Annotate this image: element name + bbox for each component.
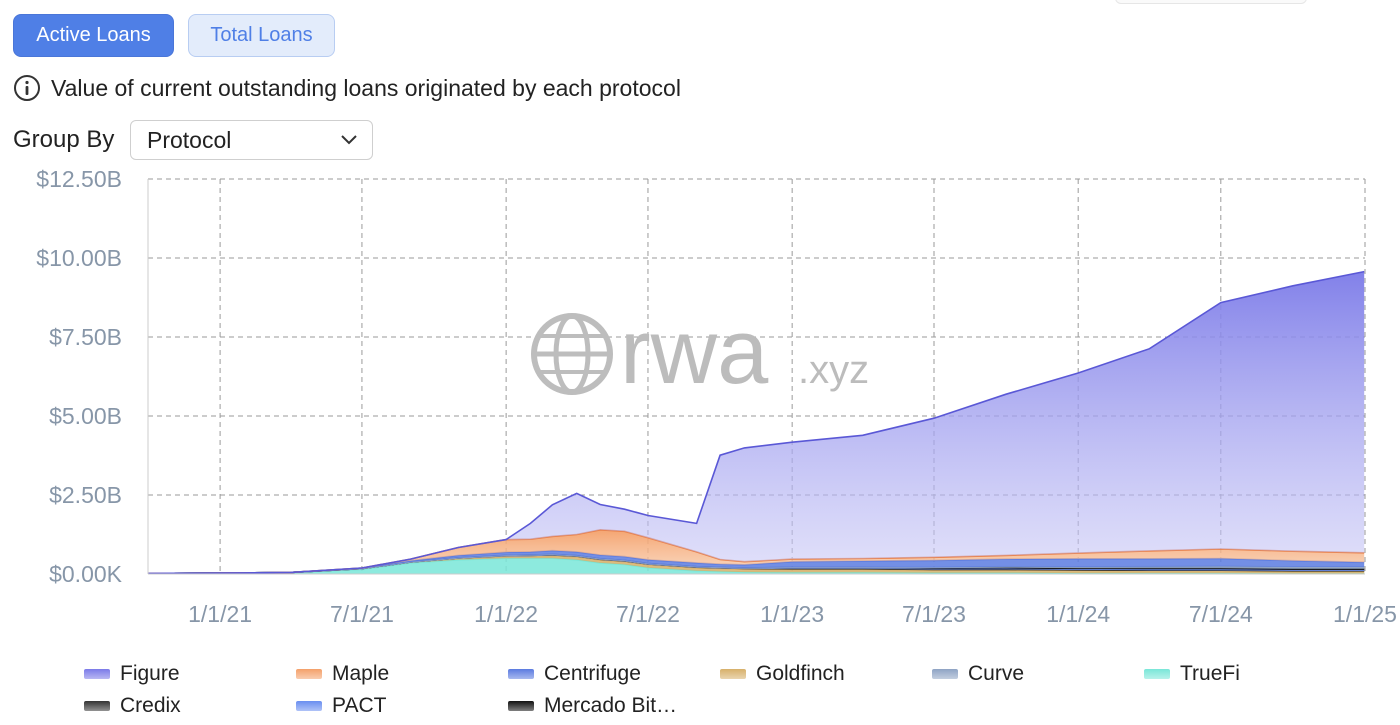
x-tick-label: 1/1/22 [474,601,538,627]
legend-item-maple[interactable]: Maple [296,662,389,686]
x-tick-label: 1/1/23 [760,601,824,627]
x-tick-label: 7/1/21 [330,601,394,627]
description-text: Value of current outstanding loans origi… [51,74,681,101]
legend-label: Centrifuge [544,662,641,685]
globe-icon [531,313,613,395]
watermark: rwa .xyz [531,301,869,403]
legend-item-curve[interactable]: Curve [932,662,1024,686]
chevron-down-icon [341,135,357,145]
area-goldfinch [148,555,1365,574]
legend-item-figure[interactable]: Figure [84,662,180,686]
x-tick-label: 1/1/24 [1046,601,1110,627]
x-tick-label: 1/1/21 [188,601,252,627]
legend-label: Credix [120,694,181,717]
legend-item-mercado[interactable]: Mercado Bit… [508,694,677,718]
legend-item-goldfinch[interactable]: Goldfinch [720,662,845,686]
x-tick-label: 7/1/23 [902,601,966,627]
y-tick-label: $7.50B [49,324,122,350]
legend-swatch [84,669,110,679]
group-by-label: Group By [13,126,115,153]
y-tick-label: $10.00B [36,245,122,271]
area-figure [148,271,1365,574]
group-by-value: Protocol [147,126,232,153]
info-icon[interactable] [13,74,41,102]
legend-label: TrueFi [1180,662,1240,685]
legend-label: Mercado Bit… [544,694,678,717]
legend-label: Maple [332,662,390,685]
legend-swatch [720,669,746,679]
stacked-area-chart: rwa .xyz $0.00K $2.50B $5.00B $7.50B $10.00B… [36,166,1397,627]
x-tick-label: 7/1/24 [1189,601,1253,627]
y-tick-label: $12.50B [36,166,122,192]
x-tick-label: 1/1/25 [1333,601,1397,627]
legend-swatch [932,669,958,679]
watermark-main: rwa [620,301,769,403]
top-right-control [1115,0,1307,4]
chart-description: Value of current outstanding loans origi… [13,74,681,102]
grid [148,178,1366,574]
legend-swatch [296,669,322,679]
watermark-suffix: .xyz [798,348,869,392]
legend-swatch [84,701,110,711]
legend-item-credix[interactable]: Credix [84,694,181,718]
total-loans-button[interactable]: Total Loans [188,14,335,57]
y-tick-label: $0.00K [49,561,123,587]
line-figure [147,270,1365,575]
legend-swatch [296,701,322,711]
legend-label: Curve [968,662,1025,685]
legend-item-centrifuge[interactable]: Centrifuge [508,662,641,686]
legend-label: PACT [332,694,387,717]
area-truefi [148,558,1365,574]
series-areas [147,270,1365,575]
legend-swatch [508,669,534,679]
y-tick-label: $2.50B [49,482,122,508]
y-tick-label: $5.00B [49,403,122,429]
legend-item-truefi[interactable]: TrueFi [1144,662,1240,686]
legend-label: Figure [120,662,180,685]
axes: $0.00K $2.50B $5.00B $7.50B $10.00B $12.50B 1/… [36,166,1397,627]
legend-swatch [508,701,534,711]
group-by-select[interactable]: Protocol [130,120,373,160]
x-tick-label: 7/1/22 [616,601,680,627]
legend-item-pact[interactable]: PACT [296,694,386,718]
legend-swatch [1144,669,1170,679]
active-loans-button[interactable]: Active Loans [13,14,174,57]
legend-label: Goldfinch [756,662,845,685]
